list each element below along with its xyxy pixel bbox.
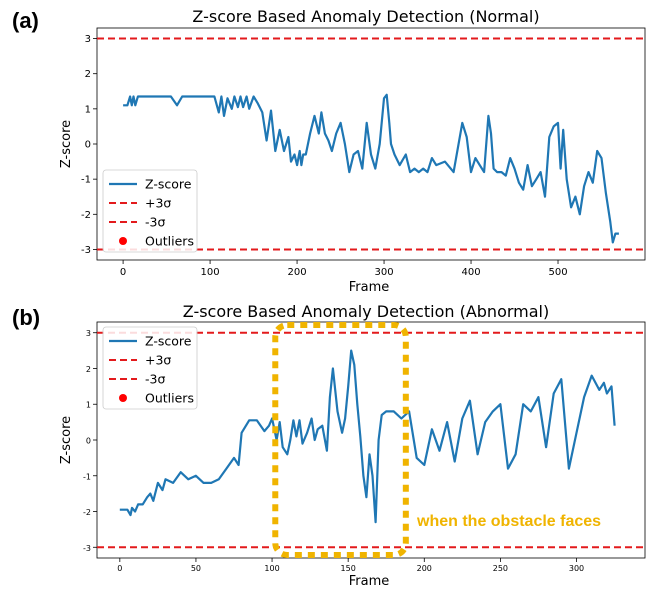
x-tick-label: 100 bbox=[201, 267, 220, 278]
legend-label: +3σ bbox=[145, 196, 171, 211]
x-tick-label: 200 bbox=[417, 564, 432, 573]
x-axis-label: Frame bbox=[349, 574, 390, 589]
series-line-zscore bbox=[119, 349, 616, 524]
y-axis-label: Z-score bbox=[59, 120, 74, 168]
y-tick-label: 0 bbox=[86, 437, 91, 446]
x-tick-label: 200 bbox=[288, 267, 307, 278]
y-axis-label: Z-score bbox=[59, 416, 74, 464]
panel-label-b: (b) bbox=[12, 305, 41, 330]
highlight-region bbox=[272, 322, 409, 558]
legend-label: Z-score bbox=[145, 334, 192, 349]
y-tick-label: -1 bbox=[81, 175, 91, 186]
x-tick-label: 400 bbox=[461, 267, 480, 278]
legend-label: -3σ bbox=[145, 215, 165, 230]
legend-swatch-outliers bbox=[119, 237, 127, 245]
annotation-text: when the obstacle faces bbox=[416, 513, 601, 530]
x-tick-label: 100 bbox=[264, 564, 279, 573]
y-tick-label: 0 bbox=[85, 140, 91, 151]
y-tick-label: 2 bbox=[85, 69, 91, 80]
y-tick-label: -3 bbox=[81, 245, 91, 256]
legend-label: Outliers bbox=[145, 234, 194, 249]
x-tick-label: 500 bbox=[548, 267, 567, 278]
y-tick-label: -2 bbox=[81, 210, 91, 221]
chart-a bbox=[93, 27, 646, 264]
legend-box bbox=[102, 326, 198, 410]
x-tick-label: 150 bbox=[341, 564, 356, 573]
x-tick-label: 250 bbox=[493, 564, 508, 573]
chart-title: Z-score Based Anomaly Detection (Abnorma… bbox=[183, 302, 549, 321]
legend-label: +3σ bbox=[145, 353, 171, 368]
x-tick-label: 50 bbox=[191, 564, 201, 573]
legend-box bbox=[102, 169, 198, 253]
x-tick-label: 0 bbox=[117, 564, 122, 573]
y-tick-label: 1 bbox=[86, 401, 91, 410]
legend-swatch-outliers bbox=[119, 394, 127, 402]
legend-label: Z-score bbox=[145, 177, 192, 192]
y-tick-label: 1 bbox=[85, 104, 91, 115]
legend-label: -3σ bbox=[145, 372, 165, 387]
x-tick-label: 300 bbox=[569, 564, 584, 573]
chart-b bbox=[93, 321, 646, 562]
x-tick-label: 0 bbox=[120, 267, 126, 278]
y-tick-label: 2 bbox=[86, 365, 91, 374]
chart-title: Z-score Based Anomaly Detection (Normal) bbox=[192, 7, 539, 26]
y-tick-label: -2 bbox=[83, 508, 91, 517]
panel-label-a: (a) bbox=[12, 8, 39, 33]
y-tick-label: 3 bbox=[86, 329, 91, 338]
series-line-zscore bbox=[123, 93, 619, 244]
y-tick-label: -3 bbox=[83, 544, 91, 553]
x-tick-label: 300 bbox=[375, 267, 394, 278]
y-tick-label: 3 bbox=[85, 34, 91, 45]
y-tick-label: -1 bbox=[83, 472, 91, 481]
legend-label: Outliers bbox=[145, 391, 194, 406]
x-axis-label: Frame bbox=[349, 280, 390, 295]
